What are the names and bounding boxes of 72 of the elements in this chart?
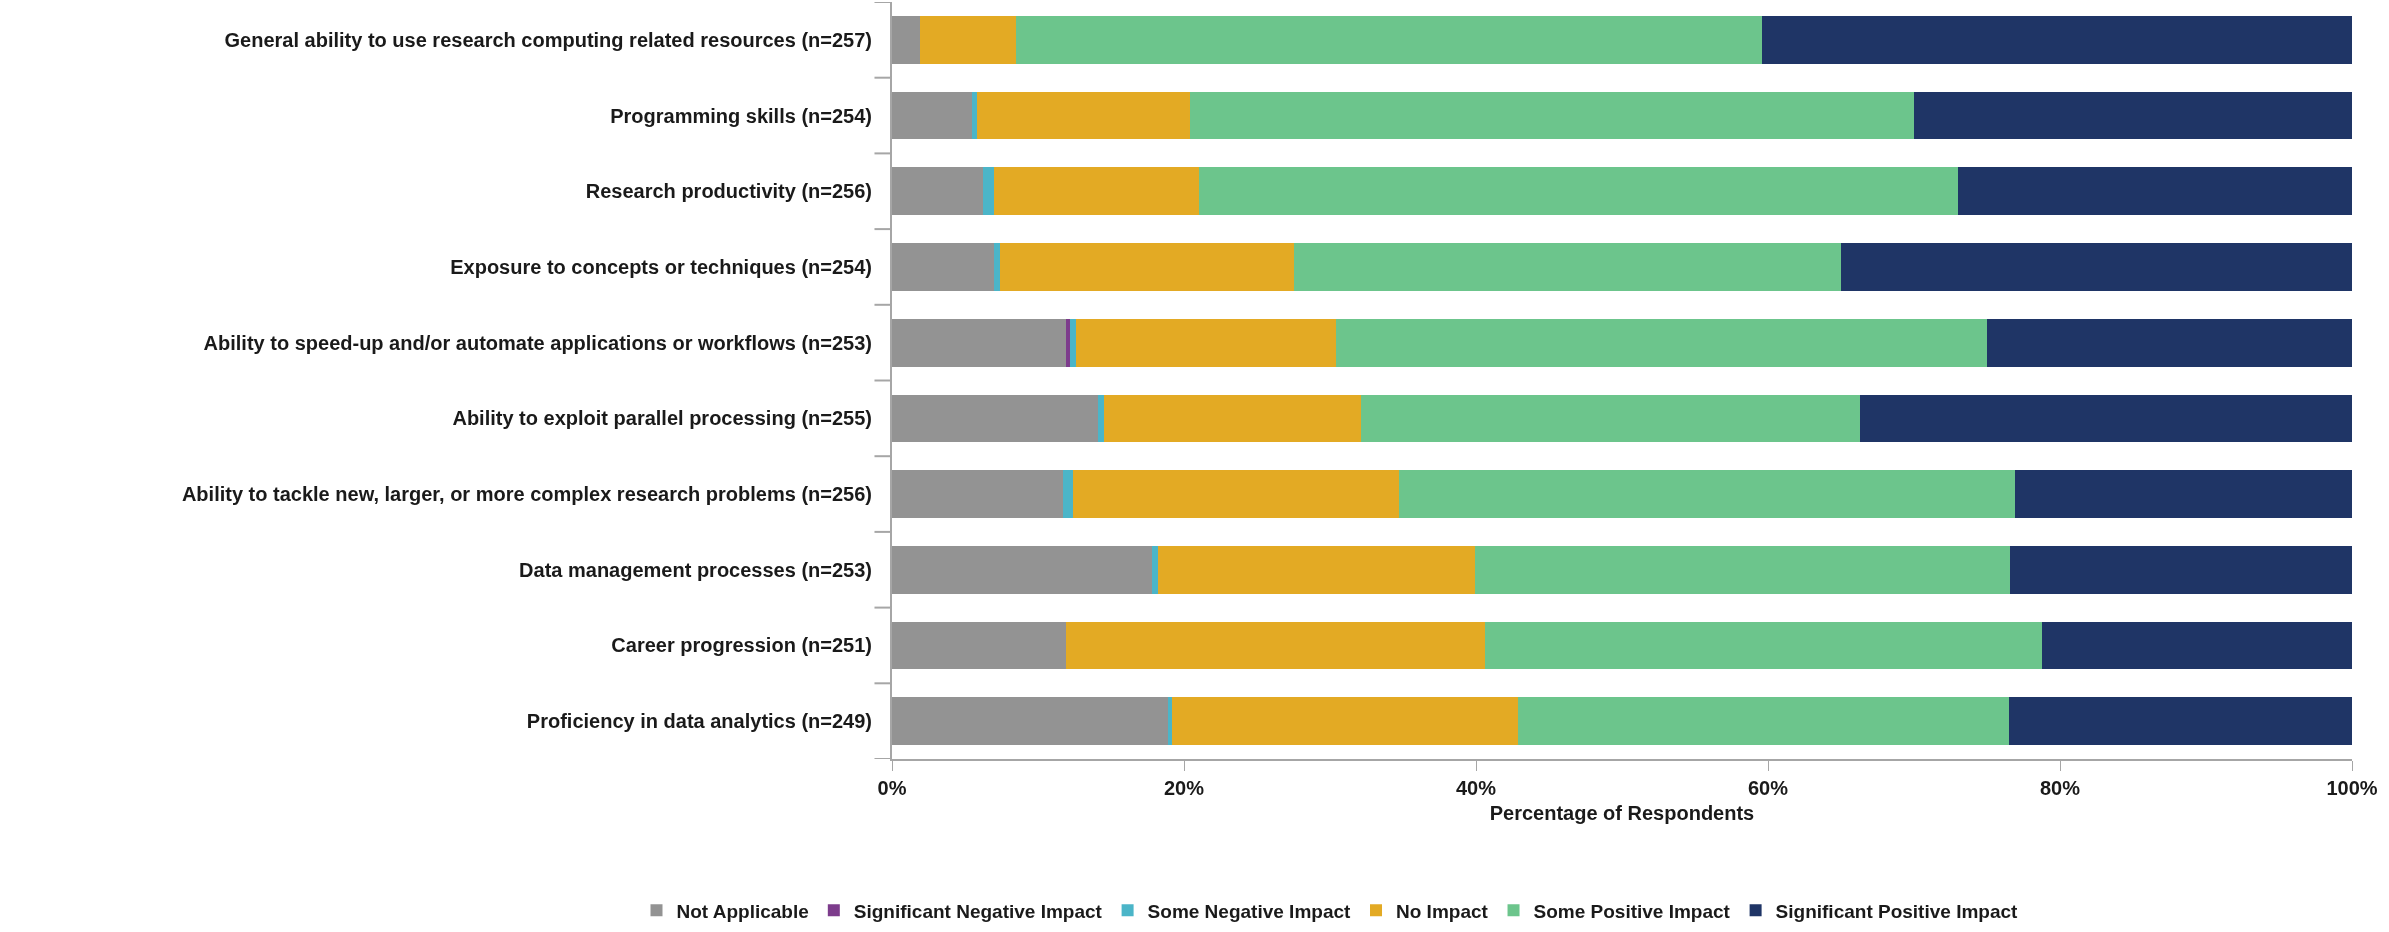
x-tick-label: 60%: [1747, 777, 1789, 799]
bar: [1957, 167, 2352, 216]
bar: [1016, 16, 1763, 64]
bar: [892, 697, 1168, 745]
bar: [1293, 243, 1841, 291]
bar: [1841, 243, 2352, 291]
legend-label: No Impact: [1396, 900, 1489, 922]
bar: [2008, 697, 2352, 745]
legend-label: Significant Negative Impact: [853, 900, 1103, 922]
legend-label: Not Applicable: [676, 900, 809, 922]
bar: [2042, 621, 2352, 670]
bar: [1070, 318, 1076, 367]
bar: [1097, 394, 1104, 443]
bar: [976, 91, 1190, 140]
bar: [1073, 470, 1399, 518]
y-tick-label: Ability to tackle new, larger, or more complex research problems (n=256): [181, 483, 872, 506]
bar: [2010, 545, 2352, 594]
bar: [1198, 167, 1958, 216]
bar: [1000, 243, 1294, 291]
bar: [1484, 621, 2043, 670]
bar: [919, 16, 1017, 64]
bar: [1065, 621, 1485, 670]
bar: [1157, 545, 1475, 594]
bar: [994, 243, 1001, 291]
legend-label: Some Negative Impact: [1147, 900, 1352, 922]
y-tick-label: Exposure to concepts or techniques (n=254): [450, 255, 872, 278]
bar: [892, 545, 1152, 594]
x-axis-title: Percentage of Respondents: [1489, 802, 1755, 824]
bar: [1859, 394, 2352, 443]
legend-label: Significant Positive Impact: [1775, 900, 2019, 922]
bar: [1103, 394, 1361, 443]
bar: [892, 621, 1066, 670]
bar: [892, 91, 973, 140]
bar: [892, 243, 995, 291]
bar: [1151, 545, 1158, 594]
y-tick-label: Ability to exploit parallel processing (n=255): [452, 407, 872, 430]
bar: [1360, 394, 1860, 443]
bar: [1167, 697, 1173, 745]
y-tick-label: General ability to use research computing related resources (n=257): [224, 28, 872, 51]
y-tick-label: Data management processes (n=253): [519, 558, 872, 581]
bar: [1065, 318, 1071, 367]
x-tick-label: 20%: [1163, 777, 1205, 799]
bar: [1062, 470, 1074, 518]
x-tick-label: 80%: [2039, 777, 2081, 799]
bar: [1474, 545, 2011, 594]
y-tick-label: Career progression (n=251): [611, 634, 872, 657]
bar: [1762, 16, 2352, 64]
bar: [892, 318, 1066, 367]
bar: [982, 167, 995, 216]
y-tick-label: Programming skills (n=254): [610, 104, 872, 127]
bar: [1518, 697, 2009, 745]
y-tick-label: Ability to speed-up and/or automate applications or workflows (n=253): [203, 331, 872, 354]
bar: [972, 91, 977, 140]
bar: [994, 167, 1199, 216]
y-tick-label: Proficiency in data analytics (n=249): [526, 710, 872, 733]
legend-label: Some Positive Impact: [1533, 900, 1731, 922]
bar: [1987, 318, 2352, 367]
bar: [1398, 470, 2015, 518]
bar: [1335, 318, 1987, 367]
bar: [1075, 318, 1336, 367]
bar: [892, 394, 1098, 443]
bar: [892, 470, 1063, 518]
bar: [892, 16, 920, 64]
x-tick-label: 40%: [1455, 777, 1497, 799]
y-tick-label: Research productivity (n=256): [585, 180, 872, 203]
x-tick-label: 100%: [2326, 777, 2378, 799]
bar: [1914, 91, 2352, 140]
bar: [2014, 470, 2352, 518]
bar: [1189, 91, 1914, 140]
x-tick-label: 0%: [877, 777, 907, 799]
bar: [892, 167, 983, 216]
bar: [1172, 697, 1519, 745]
